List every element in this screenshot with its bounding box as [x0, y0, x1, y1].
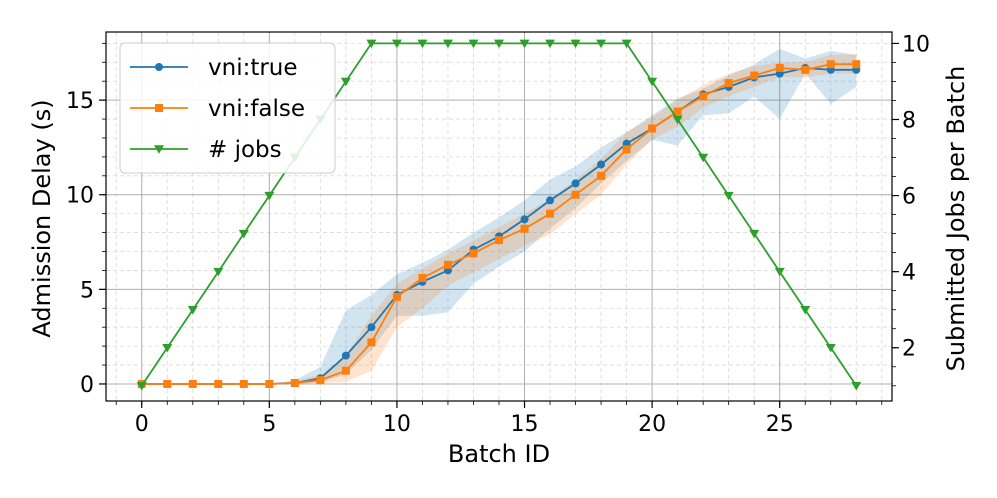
y-right-tick-label: 10 [902, 32, 930, 57]
y-left-tick-label: 0 [80, 373, 94, 398]
legend-label--jobs: # jobs [208, 137, 282, 163]
data-point-vni-false [188, 379, 197, 388]
data-point--jobs [647, 77, 658, 87]
data-point--jobs [749, 229, 760, 239]
data-point-vni-true [571, 179, 580, 188]
data-point-vni-false [214, 379, 223, 388]
data-point-vni-false [699, 92, 708, 101]
x-tick-label: 10 [383, 412, 411, 437]
data-point--jobs [723, 191, 734, 201]
y-left-tick-label: 5 [80, 278, 94, 303]
legend-marker-vni-true [155, 63, 163, 71]
data-point-vni-false [622, 145, 631, 154]
data-point-vni-false [290, 379, 299, 388]
data-point-vni-false [597, 171, 606, 180]
data-point-vni-false [546, 209, 555, 218]
data-point-vni-true [597, 160, 606, 169]
x-tick-label: 15 [511, 412, 539, 437]
data-point--jobs [340, 77, 351, 87]
error-bands [141, 49, 857, 384]
data-point-vni-false [826, 60, 835, 69]
data-point--jobs [774, 267, 785, 277]
y-right-tick-label: 6 [902, 185, 916, 210]
data-point--jobs [238, 229, 249, 239]
y-right-tick-label: 4 [902, 261, 916, 286]
data-point--jobs [136, 382, 147, 391]
data-point--jobs [545, 39, 556, 49]
data-point-vni-false [750, 71, 759, 80]
data-point--jobs [213, 267, 224, 277]
data-point-vni-false [265, 379, 274, 388]
data-point-vni-true [546, 196, 555, 205]
data-point--jobs [468, 39, 479, 49]
y-left-tick-label: 15 [66, 89, 94, 114]
legend-marker-vni-false [155, 104, 163, 112]
legend-label-vni-true: vni:true [208, 55, 298, 81]
data-point-vni-true [520, 215, 529, 224]
data-point-vni-false [571, 190, 580, 199]
data-point-vni-false [316, 376, 325, 385]
data-point--jobs [264, 191, 275, 201]
data-point-vni-false [469, 249, 478, 258]
y-left-axis-title: Admission Delay (s) [28, 99, 56, 337]
data-point--jobs [851, 382, 862, 391]
data-point--jobs [417, 39, 428, 49]
x-tick-label: 5 [262, 412, 276, 437]
data-point--jobs [519, 39, 530, 49]
data-point--jobs [162, 343, 173, 353]
data-point-vni-false [648, 124, 657, 133]
y-right-axis-title: Submitted Jobs per Batch [942, 66, 970, 372]
data-point--jobs [442, 39, 453, 49]
data-point--jobs [698, 153, 709, 163]
y-left-tick-label: 10 [66, 184, 94, 209]
data-point--jobs [800, 305, 811, 315]
data-point--jobs [596, 39, 607, 49]
grid [106, 32, 892, 401]
data-point-vni-false [341, 366, 350, 375]
data-point--jobs [672, 115, 683, 125]
data-point-vni-false [163, 379, 172, 388]
data-point-vni-false [520, 224, 529, 233]
axes: 0 5 10 15 20 25 0 5 10 15 2 4 6 8 10 Batch ID Admission … [28, 32, 970, 468]
data-point--jobs [825, 343, 836, 353]
data-point-vni-false [724, 79, 733, 88]
data-point--jobs [621, 39, 632, 49]
data-point-vni-false [495, 236, 503, 245]
data-point-vni-false [239, 379, 248, 388]
legend[interactable]: vni:true vni:false # jobs [119, 42, 336, 174]
data-point-vni-false [775, 63, 784, 72]
data-point-vni-false [443, 260, 452, 269]
data-point--jobs [494, 39, 504, 49]
x-tick-label: 0 [135, 412, 149, 437]
x-tick-label: 20 [638, 412, 666, 437]
data-point--jobs [366, 39, 377, 49]
legend-marker--jobs [154, 145, 164, 154]
data-point-vni-false [852, 60, 861, 69]
data-point-vni-false [392, 292, 401, 301]
error-band-vni-true [141, 49, 857, 384]
y-right-tick-label: 8 [902, 108, 916, 133]
series-lines [136, 39, 862, 391]
data-point-vni-true [341, 351, 350, 360]
data-point--jobs [391, 39, 402, 49]
x-axis-title: Batch ID [448, 440, 550, 468]
data-point-vni-false [801, 65, 810, 74]
legend-box [119, 42, 336, 174]
data-point-vni-false [367, 338, 376, 347]
data-point-vni-false [673, 107, 682, 116]
x-tick-label: 25 [766, 412, 794, 437]
legend-label-vni-false: vni:false [208, 96, 305, 122]
data-point-vni-true [367, 323, 376, 332]
y-right-tick-label: 2 [902, 337, 916, 362]
data-point--jobs [187, 305, 198, 315]
data-point-vni-false [418, 274, 427, 282]
data-point--jobs [570, 39, 581, 49]
